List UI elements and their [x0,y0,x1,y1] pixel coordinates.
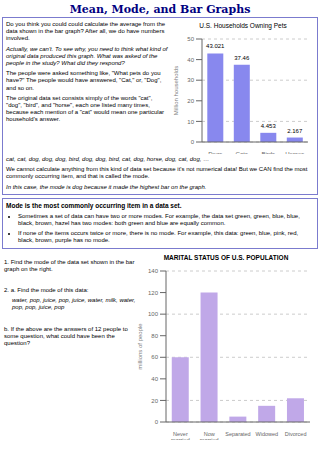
html-text:If none of the items occurs tw: If none of the items occurs twice or mor… [18,230,299,244]
svg-text:43.021: 43.021 [206,43,225,49]
svg-text:60: 60 [151,354,158,360]
svg-text:Nowmarried: Nowmarried [200,431,219,440]
html-text:water, pop, juice, pop, juice,: water, pop, juice, pop, juice, water, mi… [12,297,136,311]
html-text:2. a. Find the mode of this da: 2. a. Find the mode of this data: [4,287,89,293]
svg-text:Widowed: Widowed [255,431,278,437]
html-text:MARITAL STATUS OF U.S. POPULAT: MARITAL STATUS OF U.S. POPULATION [163,253,289,261]
svg-text:0: 0 [191,139,195,145]
svg-text:Birds: Birds [261,151,275,154]
html-text:We cannot calculate anything f: We cannot calculate anything from this k… [6,166,308,180]
html-text:Actually, we can't. To see why: Actually, we can't. To see why, you need… [6,45,168,66]
svg-text:Dogs: Dogs [208,151,222,154]
html-text:In this case, the mode is dog: In this case, the mode is dog because it… [6,183,207,190]
svg-text:4.453: 4.453 [261,123,277,129]
svg-text:Million households: Million households [173,66,179,115]
svg-text:Nevermarried: Nevermarried [171,431,190,440]
svg-text:30: 30 [187,77,194,83]
svg-text:40: 40 [187,57,194,63]
svg-text:50: 50 [187,36,194,42]
html-text:Mean, Mode, and Bar Graphs: Mean, Mode, and Bar Graphs [69,3,251,16]
svg-text:20: 20 [187,98,194,104]
html-text:U.S. Households Owning Pets: U.S. Households Owning Pets [199,22,287,29]
svg-text:100: 100 [148,311,159,317]
html-text:b. If the above are the answer: b. If the above are the answers of 12 pe… [4,325,128,346]
svg-text:140: 140 [148,268,159,274]
svg-text:Cats: Cats [236,151,248,154]
svg-text:10: 10 [187,119,194,125]
html-text:Do you think you could could c: Do you think you could could calculate t… [6,21,166,42]
html-text:Sometimes a set of data can ha: Sometimes a set of data can have two or … [18,212,300,226]
svg-text:120: 120 [148,289,159,295]
html-text:cat, cat, dog, dog, dog, bird,: cat, cat, dog, dog, dog, bird, dog, dog,… [6,156,210,162]
html-text:1. Find the mode of the data s: 1. Find the mode of the data set shown i… [4,258,135,272]
svg-text:Horses: Horses [285,151,304,154]
html-text:The original data set consists: The original data set consists simply of… [6,94,164,123]
svg-text:2.167: 2.167 [287,128,303,134]
svg-text:37.46: 37.46 [234,55,250,61]
svg-text:80: 80 [151,332,158,338]
html-text:Mode is the most commonly occu: Mode is the most commonly occurring item… [6,201,182,209]
svg-text:Separated: Separated [225,431,250,437]
svg-text:Divorced: Divorced [285,431,307,437]
html-text:The people were asked somethin: The people were asked something like, "W… [6,70,162,91]
svg-text:0: 0 [155,419,159,425]
svg-text:millions of people: millions of people [137,322,143,369]
svg-text:40: 40 [151,376,158,382]
svg-text:20: 20 [151,397,158,403]
